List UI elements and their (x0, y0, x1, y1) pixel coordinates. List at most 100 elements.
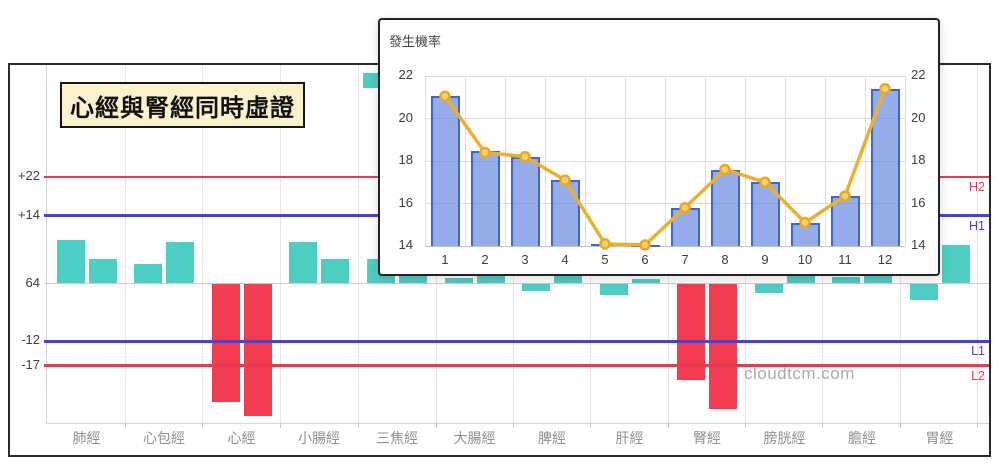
x-label-三焦經: 三焦經 (376, 430, 418, 446)
line-point-10[interactable] (799, 216, 811, 229)
axis-tick (668, 423, 669, 428)
probability-bar-1[interactable] (430, 96, 460, 246)
bar-胃經-1[interactable] (909, 283, 938, 301)
x-label-膽經: 膽經 (848, 430, 876, 446)
gridline (905, 76, 906, 246)
x-label-11: 11 (838, 252, 852, 267)
bar-膀胱經-1[interactable] (754, 283, 783, 294)
gridline (125, 65, 126, 423)
x-label-心包經: 心包經 (143, 430, 185, 446)
x-label-3: 3 (521, 252, 529, 267)
y-label-right-22: 22 (911, 67, 926, 82)
gridline (202, 65, 203, 423)
axis-tick (977, 423, 978, 428)
bar-肝經-2[interactable] (631, 278, 660, 284)
bar-肺經-1[interactable] (56, 240, 85, 284)
line-point-8[interactable] (719, 163, 731, 176)
line-point-9[interactable] (759, 176, 771, 188)
probability-popup-panel: 發生機率 14 14 16 16 18 18 20 20 22 22 1 2 3 4 5 6 7 8 9 10 11 12 (378, 18, 940, 276)
y-label-+22: +22 (17, 168, 40, 184)
gridline (425, 118, 905, 119)
axis-tick (745, 423, 746, 428)
axis-tick (822, 423, 823, 428)
x-label-9: 9 (761, 252, 769, 267)
bar-小腸經-1[interactable] (289, 242, 317, 284)
y-label-+14: +14 (17, 206, 40, 222)
x-label-膀胱經: 膀胱經 (763, 430, 806, 446)
bar-腎經-2[interactable] (709, 283, 737, 410)
line-point-11[interactable] (839, 190, 851, 202)
bar-肝經-1[interactable] (599, 283, 628, 295)
gridline (425, 203, 905, 204)
right-label-L1: L1 (971, 344, 985, 359)
probability-bar-2[interactable] (470, 151, 500, 246)
axis-tick (125, 423, 126, 428)
line-point-3[interactable] (519, 151, 531, 163)
x-label-腎經: 腎經 (693, 430, 721, 446)
x-label-2: 2 (481, 252, 489, 267)
probability-chart-plot-area[interactable] (425, 76, 906, 251)
bar-膽經-2[interactable] (864, 275, 892, 284)
y-label-right-20: 20 (911, 109, 926, 125)
right-label-H2: H2 (969, 180, 985, 195)
y-label-left-20: 20 (398, 109, 413, 125)
threshold-line-L1 (44, 339, 989, 343)
y-label-left-22: 22 (398, 67, 413, 82)
x-label-8: 8 (721, 252, 729, 267)
gridline (425, 160, 905, 162)
bar-腎經-1[interactable] (677, 283, 705, 381)
bar-心包經-1[interactable] (134, 264, 162, 284)
y-label-left-14: 14 (398, 237, 413, 252)
axis-tick (436, 423, 437, 428)
y-label--17: -17 (21, 356, 40, 372)
x-label-6: 6 (641, 252, 649, 267)
x-label-胃經: 胃經 (925, 430, 954, 446)
bar-脾經-2[interactable] (554, 273, 582, 284)
bar-肺經-2[interactable] (88, 259, 117, 284)
bar-胃經-2[interactable] (941, 244, 970, 284)
x-label-大腸經: 大腸經 (453, 430, 496, 446)
x-axis-line (46, 423, 989, 424)
axis-tick (202, 423, 203, 428)
baseline-64 (44, 282, 989, 285)
chart-title: 心經與腎經同時虛證 (70, 94, 295, 122)
bar-小腸經-2[interactable] (321, 259, 349, 284)
probability-bar-8[interactable] (710, 169, 740, 246)
y-label-right-18: 18 (911, 152, 926, 167)
line-point-7[interactable] (679, 202, 691, 214)
bar-心經-2[interactable] (243, 283, 272, 417)
y-label-left-16: 16 (398, 194, 413, 210)
right-label-L2: L2 (971, 368, 985, 383)
bar-心包經-2[interactable] (166, 242, 194, 284)
bar-脾經-1[interactable] (522, 283, 550, 291)
watermark: cloudtcm.com (744, 364, 855, 383)
gridline (425, 245, 905, 247)
y-label-right-14: 14 (911, 237, 926, 252)
axis-tick (358, 423, 359, 428)
bar-膽經-1[interactable] (832, 277, 860, 284)
gridline (977, 65, 978, 423)
bar-大腸經-1[interactable] (444, 278, 473, 284)
threshold-line-L2 (44, 364, 989, 367)
line-point-4[interactable] (559, 174, 571, 186)
x-label-心經: 心經 (227, 430, 256, 446)
line-point-6[interactable] (639, 239, 651, 251)
x-label-肺經: 肺經 (72, 430, 101, 446)
line-point-12[interactable] (879, 83, 891, 95)
x-label-5: 5 (601, 252, 609, 267)
probability-line-path (443, 87, 887, 247)
x-label-12: 12 (877, 252, 893, 267)
line-point-5[interactable] (599, 238, 611, 250)
gridline (280, 65, 281, 423)
gridline (358, 65, 359, 423)
y-label-baseline: 64 (25, 274, 40, 290)
gridline (425, 76, 905, 77)
probability-line[interactable] (425, 76, 905, 251)
line-point-2[interactable] (479, 146, 491, 159)
bar-膀胱經-2[interactable] (786, 275, 815, 284)
bar-大腸經-2[interactable] (476, 273, 505, 284)
y-label-right-16: 16 (911, 194, 926, 210)
y-label-left-18: 18 (398, 152, 413, 167)
line-point-1[interactable] (439, 90, 451, 102)
